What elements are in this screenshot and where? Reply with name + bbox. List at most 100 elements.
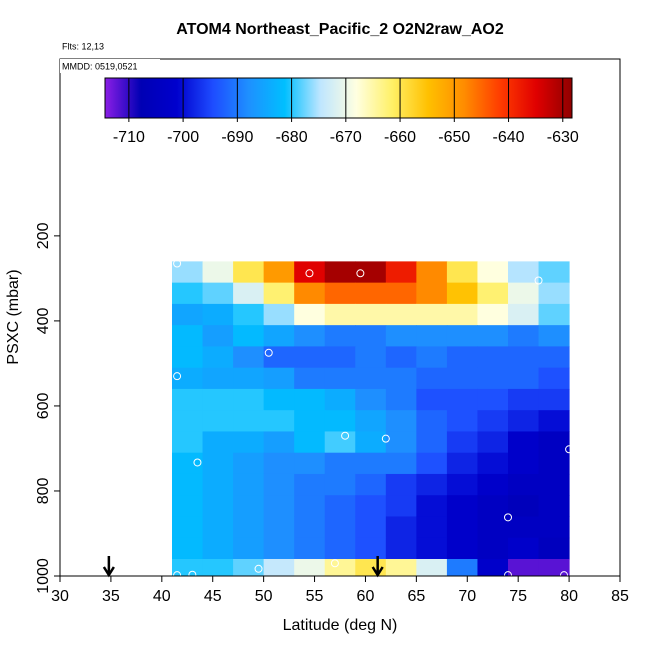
heat-cell: [294, 410, 326, 432]
x-tick-label: 50: [255, 588, 273, 605]
heat-cell: [263, 558, 295, 577]
heat-cell: [385, 516, 417, 539]
heat-cell: [538, 431, 570, 454]
heat-cell: [172, 473, 204, 496]
heat-cell: [477, 261, 509, 284]
x-tick-label: 65: [407, 588, 425, 605]
heat-cell: [233, 410, 265, 432]
heat-cell: [263, 282, 295, 305]
heat-cell: [233, 367, 265, 390]
heat-cell: [233, 516, 265, 539]
sample-point: [504, 571, 512, 580]
x-tick-label: 45: [204, 588, 222, 605]
heat-cell: [263, 346, 295, 369]
heat-cell: [202, 537, 234, 560]
heat-cell: [538, 388, 570, 411]
heat-cell: [416, 261, 448, 284]
heat-cell: [233, 452, 265, 475]
heat-cell: [538, 516, 570, 539]
heat-cell: [416, 346, 448, 369]
y-tick-label: 600: [35, 392, 52, 419]
y-tick-label: 200: [35, 222, 52, 249]
heat-cell: [294, 325, 326, 347]
sample-point: [504, 513, 512, 522]
heat-cell: [508, 410, 540, 432]
sample-point: [330, 559, 339, 568]
heat-cell: [172, 516, 204, 539]
heat-cell: [202, 303, 234, 326]
heat-cell: [538, 325, 570, 347]
heat-cell: [477, 558, 509, 577]
heat-cell: [324, 367, 356, 390]
heat-cell: [324, 452, 356, 475]
x-axis-label: Latitude (deg N): [283, 617, 398, 634]
heat-cell: [324, 410, 356, 432]
heat-cell: [172, 282, 204, 305]
heat-cell: [446, 495, 478, 517]
heat-cell: [202, 558, 234, 577]
heat-cell: [416, 452, 448, 475]
heat-cell: [538, 346, 570, 369]
heat-cell: [233, 261, 265, 284]
heat-cell: [324, 516, 356, 539]
heat-cell: [355, 388, 387, 411]
heat-cell: [233, 303, 265, 326]
sample-point: [305, 269, 314, 278]
heat-cell: [233, 325, 265, 347]
heat-cell: [416, 495, 448, 517]
heat-cell: [538, 558, 570, 577]
heat-cell: [477, 431, 509, 454]
colorbar-tick-label: -630: [547, 129, 579, 146]
heat-cell: [538, 452, 570, 475]
sample-point: [264, 348, 273, 357]
heat-cell: [202, 473, 234, 496]
heat-cell: [538, 261, 570, 284]
heat-cell: [416, 282, 448, 305]
heat-cell: [294, 516, 326, 539]
heat-cell: [355, 495, 387, 517]
heat-cell: [355, 367, 387, 390]
heat-cell: [477, 346, 509, 369]
sample-point: [381, 434, 390, 443]
colorbar-tick-label: -680: [276, 129, 308, 146]
heat-cell: [263, 431, 295, 454]
heat-cell: [416, 516, 448, 539]
heat-cell: [233, 537, 265, 560]
heat-cell: [172, 388, 204, 411]
heat-cell: [263, 516, 295, 539]
heat-cell: [324, 303, 356, 326]
sample-point: [565, 445, 574, 454]
x-tick-label: 75: [509, 588, 527, 605]
heat-cell: [446, 303, 478, 326]
heat-cell: [385, 388, 417, 411]
heat-cell: [538, 303, 570, 326]
heat-cell: [416, 558, 448, 577]
heat-cell: [172, 325, 204, 347]
sample-point: [173, 259, 182, 268]
heat-cell: [508, 388, 540, 411]
heat-cell: [385, 346, 417, 369]
heat-cell: [324, 325, 356, 347]
heat-cell: [324, 558, 356, 577]
sample-point: [193, 458, 202, 467]
heat-cell: [355, 410, 387, 432]
heat-cell: [294, 367, 326, 390]
heat-cell: [172, 261, 204, 284]
heat-cell: [355, 282, 387, 305]
heat-cell: [477, 452, 509, 475]
heat-cell: [477, 282, 509, 305]
heat-cell: [538, 367, 570, 390]
heat-cell: [538, 537, 570, 560]
heat-cell: [233, 495, 265, 517]
heat-cell: [416, 303, 448, 326]
heat-cell: [233, 558, 265, 577]
flight-arrow: [371, 556, 384, 578]
heat-cell: [508, 495, 540, 517]
heat-cell: [508, 537, 540, 560]
colorbar-tick-label: -660: [384, 129, 416, 146]
heat-cell: [477, 388, 509, 411]
heat-cell: [233, 346, 265, 369]
heat-cell: [385, 325, 417, 347]
heat-cell: [508, 367, 540, 390]
